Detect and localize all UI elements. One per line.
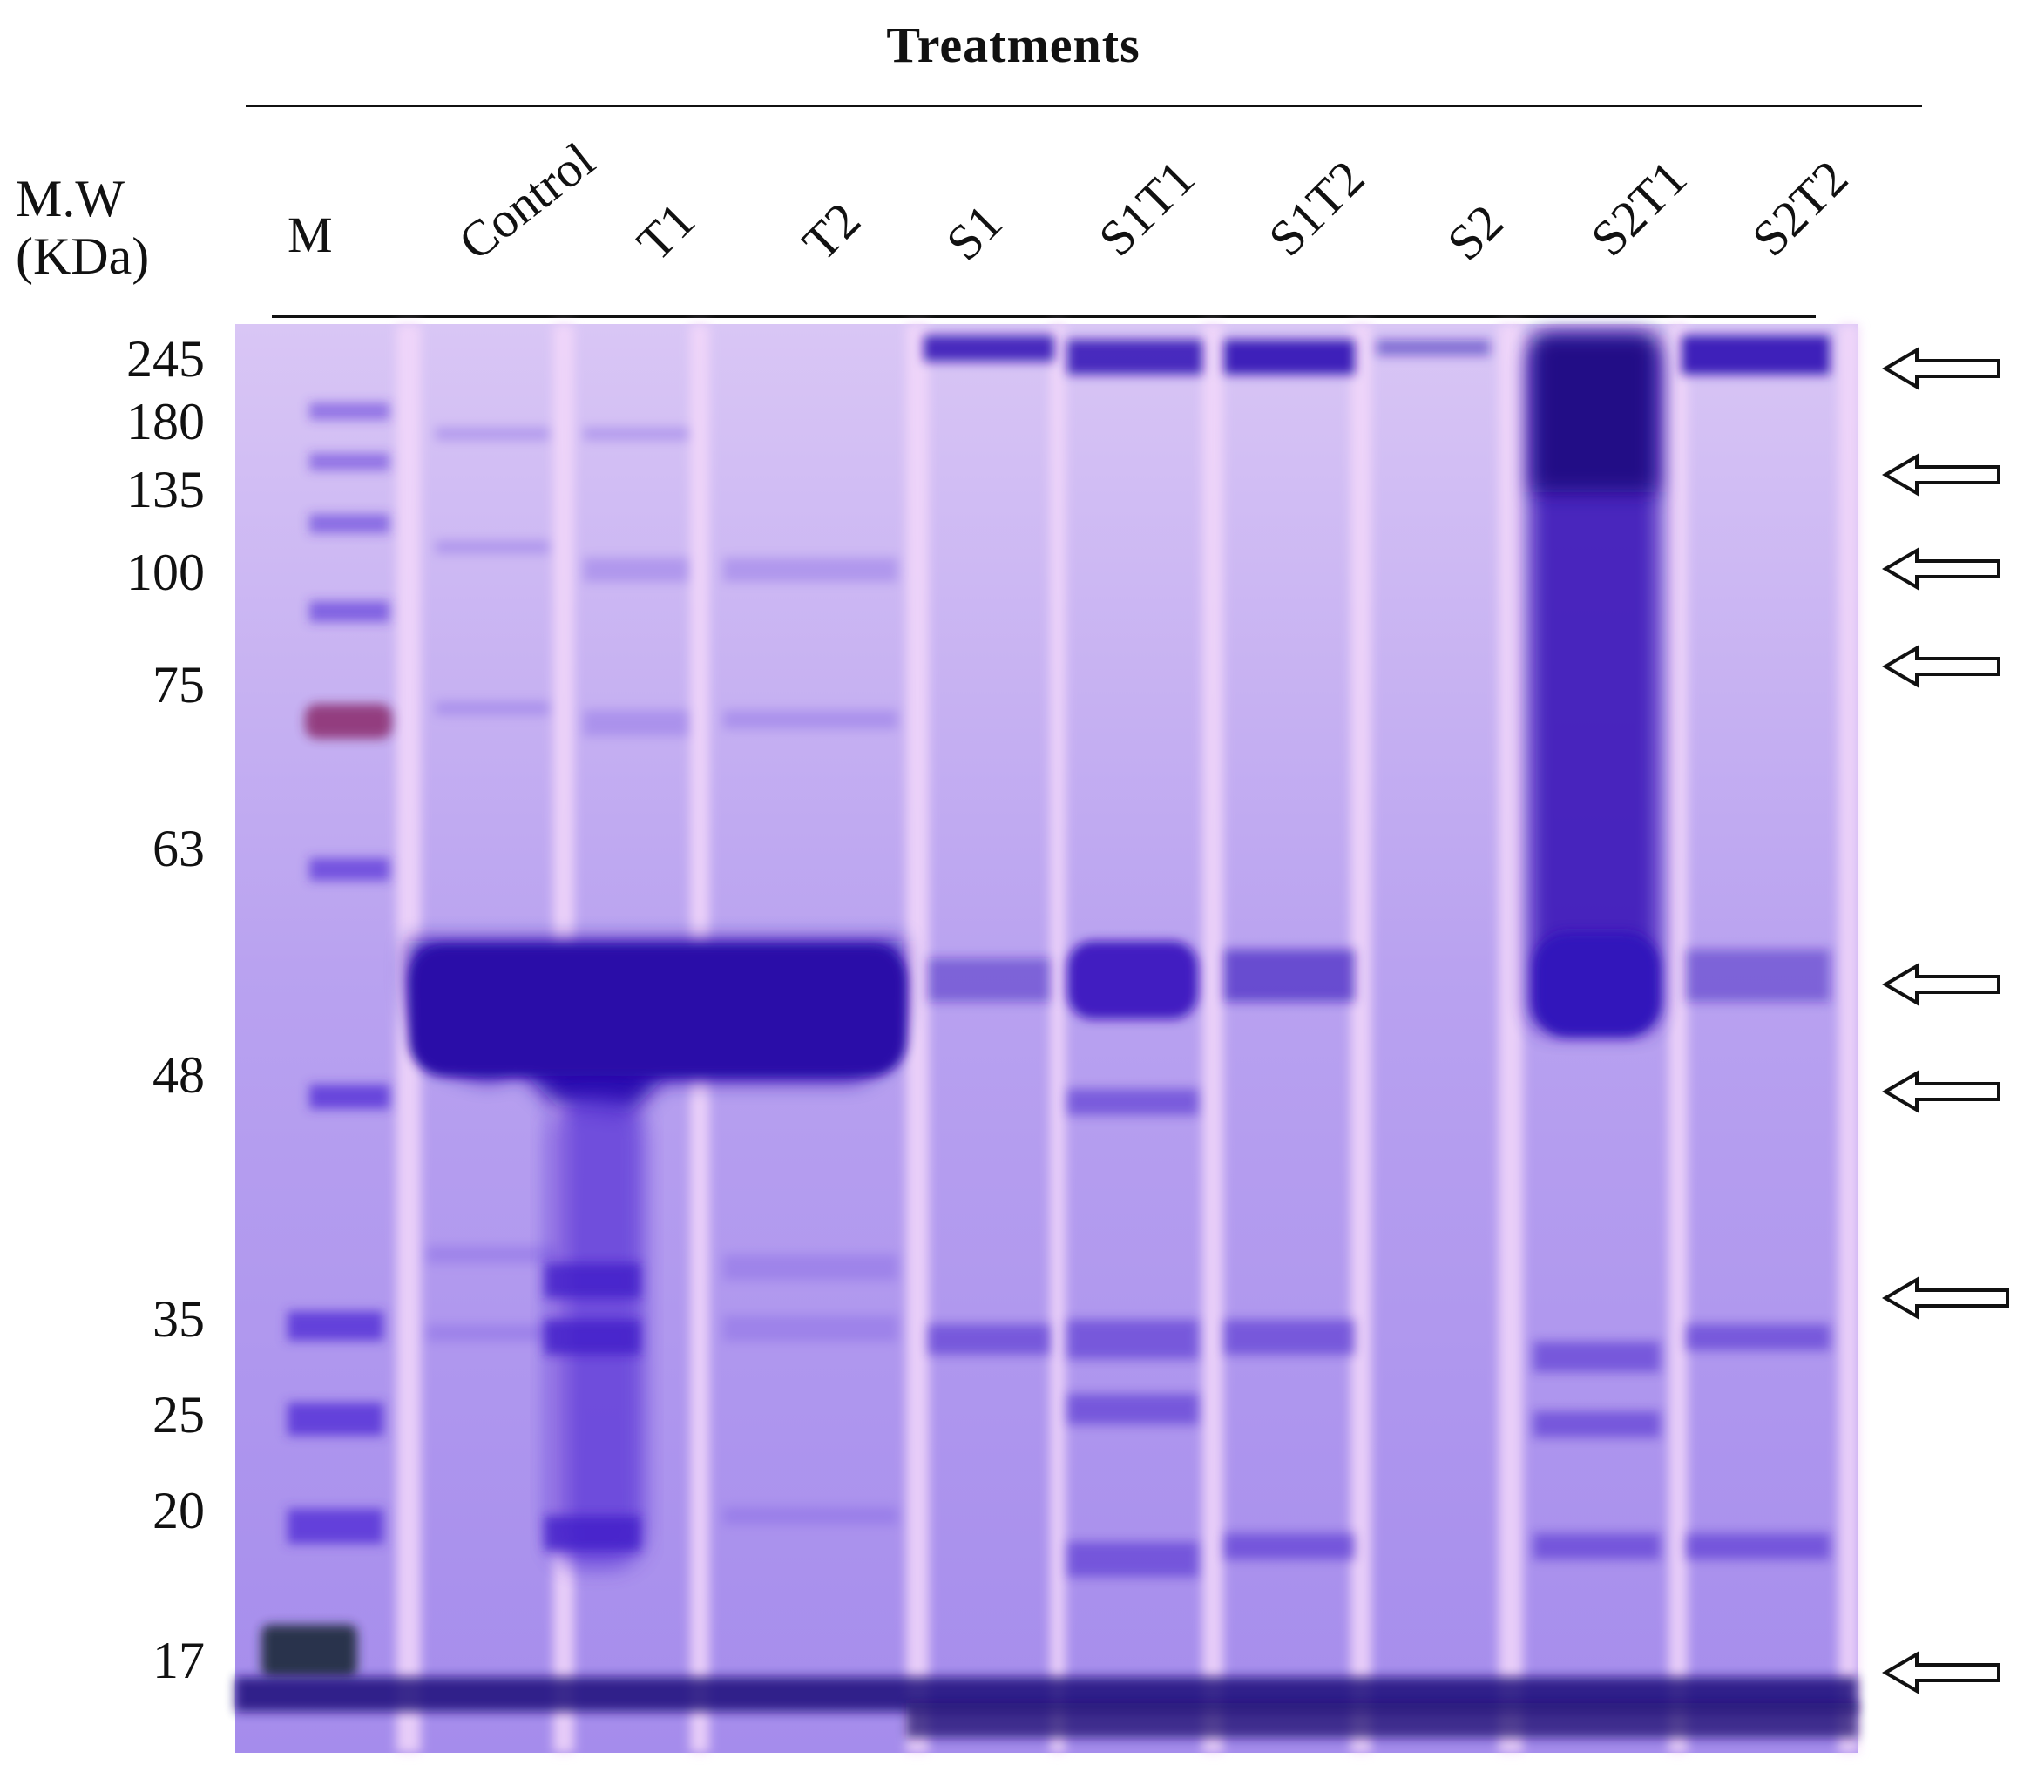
mw-tick-245: 245 bbox=[126, 330, 205, 388]
arrow-icon-4 bbox=[1882, 645, 2000, 688]
mw-tick-63: 63 bbox=[152, 820, 205, 877]
arrow-icon-1 bbox=[1882, 347, 2000, 390]
mw-tick-48: 48 bbox=[152, 1046, 205, 1104]
arrow-icon-6 bbox=[1882, 1070, 2000, 1113]
mw-tick-100: 100 bbox=[126, 544, 205, 601]
mw-tick-35: 35 bbox=[152, 1290, 205, 1348]
mw-tick-17: 17 bbox=[152, 1632, 205, 1689]
marker-lane-label: M bbox=[288, 206, 333, 263]
mw-tick-135: 135 bbox=[126, 461, 205, 518]
arrow-icon-5 bbox=[1882, 963, 2000, 1006]
lanes-rule bbox=[272, 315, 1816, 318]
arrow-icon-7 bbox=[1882, 1276, 2009, 1320]
mw-tick-25: 25 bbox=[152, 1386, 205, 1444]
mw-tick-75: 75 bbox=[152, 656, 205, 713]
arrow-icon-2 bbox=[1882, 453, 2000, 497]
molecular-weight-label: M.W (KDa) bbox=[16, 170, 150, 285]
arrow-icon-3 bbox=[1882, 547, 2000, 591]
mw-tick-180: 180 bbox=[126, 393, 205, 450]
figure-title: Treatments bbox=[886, 17, 1140, 73]
arrow-icon-8 bbox=[1882, 1651, 2000, 1694]
title-rule bbox=[246, 105, 1922, 107]
mw-tick-20: 20 bbox=[152, 1482, 205, 1539]
